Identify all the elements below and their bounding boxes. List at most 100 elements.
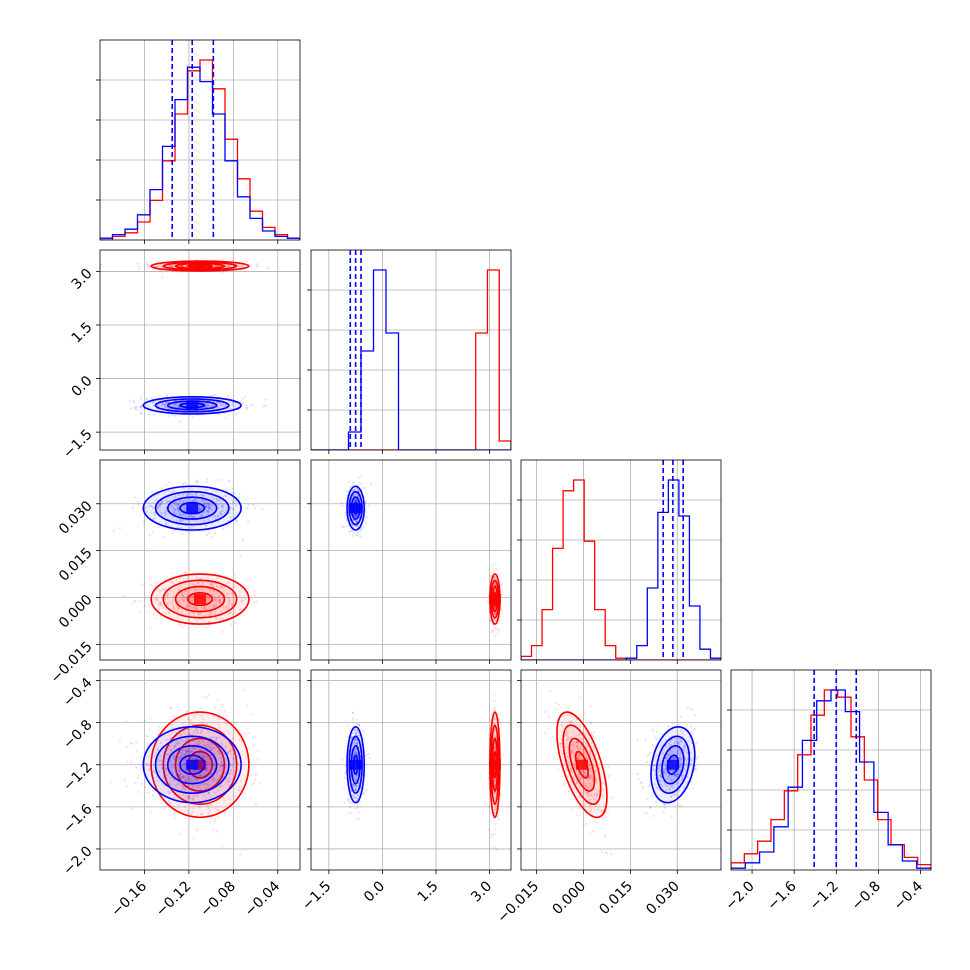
scatter-point	[169, 403, 173, 406]
scatter-point	[169, 733, 172, 736]
scatter-point	[496, 814, 499, 818]
scatter-point	[231, 403, 234, 406]
scatter-point	[354, 498, 357, 501]
scatter-point	[493, 706, 497, 709]
scatter-point	[213, 598, 216, 601]
scatter-point	[355, 515, 358, 518]
scatter-point	[208, 620, 211, 623]
scatter-point	[217, 763, 220, 766]
panel-content	[311, 460, 511, 660]
scatter-point	[348, 531, 351, 534]
scatter-point	[184, 596, 187, 599]
scatter-point	[162, 403, 166, 406]
scatter-point	[562, 783, 566, 786]
scatter-point	[354, 524, 357, 527]
scatter-point	[216, 585, 219, 588]
scatter-point	[212, 595, 216, 598]
scatter-point	[200, 508, 203, 511]
scatter-point	[177, 773, 181, 777]
scatter-point	[200, 612, 203, 615]
scatter-point	[245, 704, 249, 707]
scatter-point	[195, 729, 198, 732]
scatter-point	[364, 754, 368, 757]
histogram-step	[521, 479, 721, 660]
scatter-point	[212, 778, 216, 781]
scatter-point	[130, 761, 133, 764]
scatter-point	[165, 509, 168, 512]
scatter-point	[118, 527, 121, 530]
scatter-point	[195, 479, 199, 482]
scatter-point	[200, 762, 203, 765]
scatter-point	[152, 401, 155, 404]
scatter-point	[184, 590, 187, 593]
panel-content	[311, 670, 511, 870]
scatter-point	[193, 837, 196, 840]
scatter-point	[227, 519, 230, 522]
scatter-point	[179, 770, 182, 773]
scatter-point	[126, 745, 129, 748]
scatter-point	[492, 624, 495, 627]
scatter-point	[176, 404, 179, 407]
scatter-point	[229, 749, 232, 752]
scatter-point	[204, 608, 208, 611]
scatter-point	[179, 775, 182, 778]
scatter-point	[172, 402, 175, 406]
scatter-point	[183, 762, 186, 766]
scatter-point	[226, 592, 229, 596]
scatter-point	[152, 531, 155, 534]
scatter-point	[225, 766, 229, 769]
scatter-point	[214, 597, 217, 600]
scatter-point	[224, 771, 227, 774]
scatter-point	[188, 605, 191, 608]
scatter-point	[207, 519, 210, 522]
scatter-point	[200, 605, 203, 609]
scatter-point	[162, 778, 165, 781]
scatter-point	[353, 514, 357, 517]
scatter-point	[187, 732, 191, 736]
scatter-point	[158, 264, 162, 267]
scatter-point	[215, 736, 219, 740]
y-tick-label: 0.000	[56, 592, 96, 632]
scatter-point	[161, 275, 164, 278]
scatter-point	[594, 736, 598, 739]
scatter-point	[493, 605, 496, 608]
scatter-point	[202, 755, 205, 758]
scatter-point	[169, 776, 172, 780]
scatter-point	[224, 417, 227, 420]
scatter-point	[169, 751, 173, 754]
scatter-point	[183, 713, 187, 716]
scatter-point	[493, 808, 496, 811]
scatter-point	[166, 401, 169, 404]
scatter-point	[199, 805, 202, 808]
scatter-point	[189, 499, 193, 503]
scatter-point	[493, 729, 496, 733]
scatter-point	[359, 535, 362, 538]
scatter-point	[198, 505, 201, 508]
scatter-point	[226, 780, 229, 783]
scatter-point	[182, 599, 185, 603]
scatter-point	[213, 514, 216, 517]
scatter-point	[195, 577, 199, 580]
scatter-point	[201, 589, 204, 592]
scatter-point	[186, 576, 190, 579]
scatter-point	[224, 264, 228, 267]
panel-content	[100, 460, 300, 660]
scatter-point	[575, 813, 578, 817]
scatter-point	[493, 613, 496, 616]
scatter-point	[493, 699, 496, 703]
scatter-point	[202, 756, 205, 759]
scatter-point	[193, 730, 196, 733]
scatter-point	[242, 264, 246, 267]
scatter-point	[184, 805, 187, 808]
scatter-point	[157, 505, 161, 508]
scatter-point	[174, 817, 177, 820]
scatter-point	[203, 754, 206, 758]
scatter-point	[201, 740, 204, 743]
scatter-point	[191, 736, 194, 739]
scatter-point	[216, 778, 219, 781]
scatter-point	[160, 512, 164, 516]
scatter-point	[165, 404, 168, 407]
scatter-point	[172, 510, 175, 513]
scatter-point	[220, 774, 223, 778]
scatter-point	[180, 752, 183, 755]
